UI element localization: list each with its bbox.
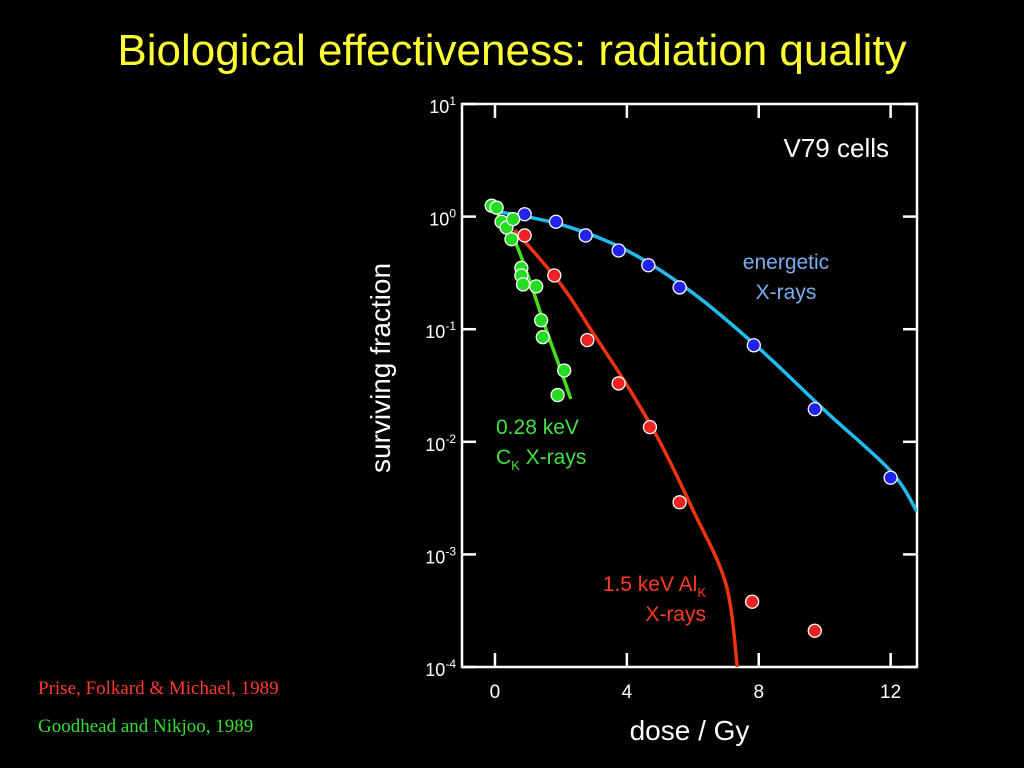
data-point-al-k-7 (807, 623, 822, 638)
data-point-al-k-0 (517, 228, 532, 243)
series-label-c-k-1: CK X-rays (496, 446, 586, 473)
credit-prise: Prise, Folkard & Michael, 1989 (38, 678, 279, 699)
y-tick-label-4: 10-3 (425, 544, 456, 567)
series-label-al-k-1: X-rays (645, 603, 706, 626)
data-point-al-k-6 (744, 594, 760, 609)
y-tick-label-1: 100 (429, 207, 456, 230)
data-point-energetic-7 (807, 401, 822, 417)
data-point-al-k-5 (672, 495, 687, 510)
plot-frame (460, 102, 919, 669)
x-axis-label: dose / Gy (630, 715, 750, 746)
credit-goodhead: Goodhead and Nikjoo, 1989 (38, 716, 254, 737)
data-point-energetic-3 (611, 243, 626, 258)
data-point-energetic-5 (672, 280, 687, 295)
fit-line-energetic (494, 209, 917, 513)
data-point-c-k-11 (535, 329, 550, 345)
x-tick-label-3: 12 (880, 682, 901, 703)
y-axis-label: surviving fraction (365, 263, 396, 473)
series-label-c-k-0: 0.28 keV (496, 416, 579, 439)
x-tick-label-0: 0 (490, 682, 501, 703)
data-point-c-k-1 (489, 200, 504, 215)
y-tick-label-0: 101 (429, 94, 456, 117)
data-point-c-k-4 (505, 211, 521, 227)
slide-title: Biological effectiveness: radiation qual… (117, 26, 907, 75)
data-point-c-k-12 (557, 363, 572, 378)
y-tick-label-3: 10-2 (425, 432, 456, 455)
data-point-c-k-5 (504, 232, 519, 247)
data-point-al-k-3 (611, 376, 626, 391)
data-point-energetic-4 (641, 258, 656, 273)
data-point-al-k-1 (547, 268, 562, 283)
data-point-al-k-2 (580, 332, 595, 348)
data-point-energetic-2 (578, 228, 593, 243)
data-point-energetic-6 (746, 338, 761, 353)
data-point-al-k-4 (642, 419, 658, 435)
y-tick-label-5: 10-4 (425, 657, 456, 680)
data-point-c-k-13 (550, 387, 565, 403)
panel-label: V79 cells (784, 133, 890, 163)
series-label-al-k-0: 1.5 keV AlK (603, 573, 707, 600)
data-point-c-k-10 (533, 313, 549, 328)
data-point-energetic-1 (548, 214, 564, 229)
y-tick-label-2: 10-1 (425, 319, 456, 342)
data-point-c-k-8 (515, 277, 531, 292)
data-point-energetic-8 (883, 470, 898, 485)
series-label-energetic-0: energetic (743, 251, 829, 274)
series-label-energetic-1: X-rays (756, 281, 817, 304)
x-tick-label-1: 4 (622, 682, 633, 703)
data-point-c-k-9 (529, 279, 544, 294)
x-tick-label-2: 8 (753, 682, 764, 703)
